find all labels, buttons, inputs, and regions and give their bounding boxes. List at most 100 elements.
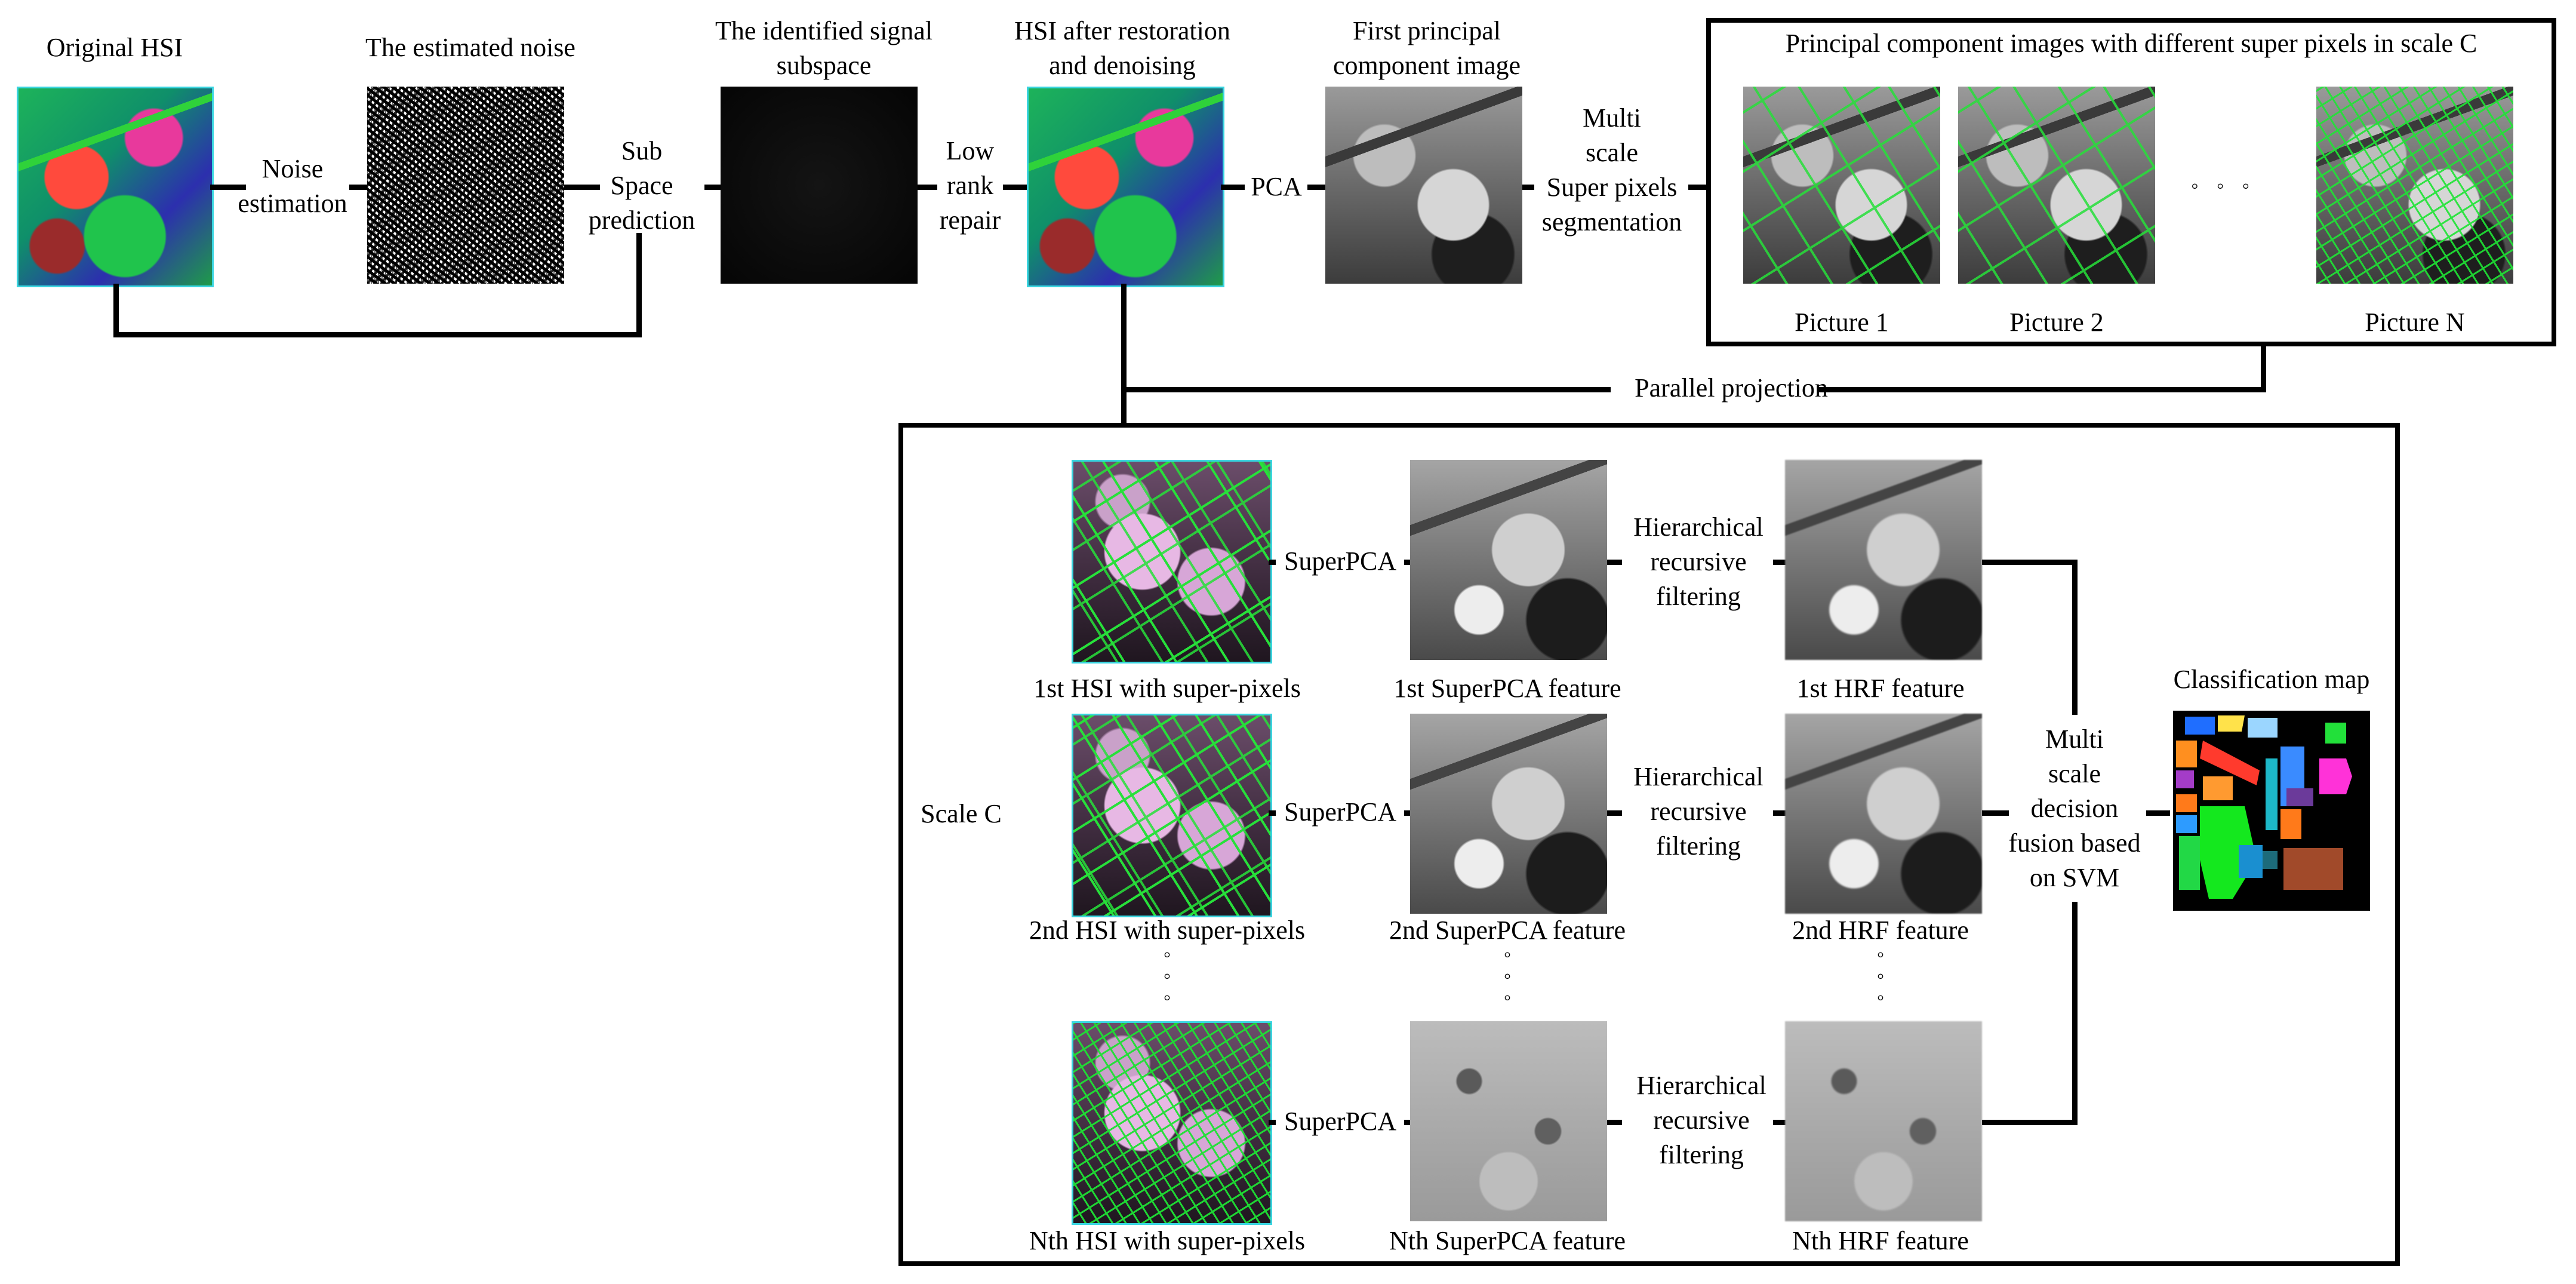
rown-hsi-image — [1072, 1021, 1272, 1225]
hsi-restored-title-2: and denoising — [1049, 51, 1196, 80]
scale-c-box — [898, 423, 2400, 1266]
original-hsi-title: Original HSI — [46, 33, 183, 62]
rown-hsi-label: Nth HSI with super-pixels — [1029, 1226, 1306, 1255]
row1-superpca-right — [1404, 560, 1411, 565]
segmentation-label-3: Super pixels — [1546, 173, 1678, 202]
connector-seg-right — [1688, 185, 1706, 190]
fusion-label-3: decision — [2030, 794, 2119, 823]
estimated-noise-image — [367, 87, 564, 284]
rown-superpca-left — [1269, 1120, 1276, 1125]
row1-hrf-feature-label: 1st HRF feature — [1796, 674, 1965, 703]
segmentation-label-2: scale — [1586, 138, 1638, 167]
pc-images-title: Principal component images with differen… — [1785, 29, 2477, 58]
fusion-label-5: on SVM — [2029, 863, 2120, 892]
classification-map-title: Classification map — [2173, 665, 2370, 694]
row1-hrf-label-1: Hierarchical — [1633, 512, 1764, 542]
hsi-restored-image — [1027, 87, 1224, 287]
parallel-line-left — [1121, 387, 1611, 392]
estimated-noise-title: The estimated noise — [365, 33, 575, 62]
rown-hrf-label-1: Hierarchical — [1636, 1071, 1766, 1100]
row2-hrf-label-1: Hierarchical — [1633, 762, 1764, 791]
picture-n-label: Picture N — [2365, 308, 2465, 337]
signal-subspace-title-1: The identified signal — [715, 16, 933, 45]
hrf-column-ellipsis: ◦ ◦ ◦ — [1876, 942, 1885, 1009]
fusion-bracket-bottom — [2072, 902, 2078, 1125]
row2-hrf-label-3: filtering — [1656, 831, 1741, 861]
fusion-to-map-line — [2146, 810, 2170, 816]
fusion-bracket-top — [2072, 560, 2078, 715]
fusion-label-1: Multi — [2045, 724, 2104, 754]
first-pc-image — [1325, 87, 1522, 284]
connector-pca-right — [1307, 185, 1325, 190]
classification-map-image — [2173, 711, 2370, 911]
subspace-prediction-label-1: Sub — [621, 136, 663, 165]
row1-hsi-image — [1072, 460, 1272, 663]
low-rank-repair-label-1: Low — [946, 136, 995, 165]
parallel-line-right — [1818, 387, 2266, 392]
rown-spca-feature-label: Nth SuperPCA feature — [1389, 1226, 1626, 1255]
subspace-prediction-label-3: prediction — [588, 205, 695, 235]
hsi-column-ellipsis: ◦ ◦ ◦ — [1163, 942, 1171, 1009]
connector-noise-right — [349, 185, 367, 190]
fusion-label-4: fusion based — [2008, 828, 2141, 858]
row2-hrf-label-2: recursive — [1650, 797, 1747, 826]
connector-subspace-left — [564, 185, 600, 190]
row1-hrf-feature-image — [1785, 460, 1982, 660]
fusion-rown-line — [1982, 1120, 2078, 1125]
row1-hrf-left — [1607, 560, 1622, 565]
connector-noise-left — [210, 185, 246, 190]
row1-spca-feature-image — [1410, 460, 1607, 660]
picture-2-label: Picture 2 — [2009, 308, 2104, 337]
first-pc-title-1: First principal — [1352, 16, 1501, 45]
hsi-restored-title-1: HSI after restoration — [1014, 16, 1230, 45]
row2-hsi-image — [1072, 714, 1272, 917]
row2-spca-feature-label: 2nd SuperPCA feature — [1389, 916, 1626, 945]
picture-ellipsis: ◦◦◦ — [2191, 174, 2268, 198]
picture-2-image — [1958, 87, 2155, 284]
original-hsi-image — [17, 87, 214, 287]
first-pc-title-2: component image — [1332, 51, 1521, 80]
fusion-row2-line — [1982, 810, 2009, 816]
rown-hrf-right — [1773, 1120, 1791, 1125]
loop-bottom — [113, 332, 642, 337]
spca-column-ellipsis: ◦ ◦ ◦ — [1503, 942, 1512, 1009]
row1-superpca-label: SuperPCA — [1284, 546, 1397, 576]
row2-superpca-left — [1269, 810, 1276, 816]
rown-superpca-label: SuperPCA — [1284, 1107, 1397, 1136]
row2-hsi-label: 2nd HSI with super-pixels — [1029, 916, 1306, 945]
rown-hrf-label-3: filtering — [1659, 1140, 1744, 1169]
segmentation-label-1: Multi — [1583, 103, 1641, 133]
rown-spca-feature-image — [1410, 1021, 1607, 1221]
fusion-label-2: scale — [2048, 759, 2101, 788]
signal-subspace-image — [721, 87, 918, 284]
connector-lowrank-right — [1003, 185, 1027, 190]
noise-estimation-label-1: Noise — [261, 154, 324, 183]
row2-superpca-right — [1404, 810, 1411, 816]
rown-hrf-feature-label: Nth HRF feature — [1792, 1226, 1969, 1255]
connector-lowrank-left — [918, 185, 937, 190]
row1-hrf-label-2: recursive — [1650, 547, 1747, 576]
connector-pca-left — [1221, 185, 1245, 190]
signal-subspace-title-2: subspace — [776, 51, 872, 80]
row2-spca-feature-image — [1410, 714, 1607, 914]
picture-1-label: Picture 1 — [1795, 308, 1889, 337]
row1-hrf-label-3: filtering — [1656, 582, 1741, 611]
segmentation-label-4: segmentation — [1541, 207, 1682, 236]
picture-1-image — [1743, 87, 1940, 284]
rown-superpca-right — [1404, 1120, 1411, 1125]
rown-hrf-label-2: recursive — [1653, 1105, 1750, 1135]
parallel-projection-label: Parallel projection — [1635, 373, 1828, 403]
connector-seg-left — [1522, 185, 1534, 190]
row2-hrf-feature-label: 2nd HRF feature — [1792, 916, 1969, 945]
principal-component-box — [1706, 18, 2556, 346]
fusion-row1-line — [1982, 560, 2078, 565]
loop-up-right — [636, 233, 642, 337]
row1-hsi-label: 1st HSI with super-pixels — [1033, 674, 1301, 703]
rown-hrf-left — [1607, 1120, 1622, 1125]
row2-superpca-label: SuperPCA — [1284, 797, 1397, 827]
restored-down-line — [1121, 284, 1127, 427]
row2-hrf-left — [1607, 810, 1622, 816]
row1-spca-feature-label: 1st SuperPCA feature — [1393, 674, 1621, 703]
row2-hrf-right — [1773, 810, 1791, 816]
low-rank-repair-label-2: rank — [946, 171, 994, 200]
